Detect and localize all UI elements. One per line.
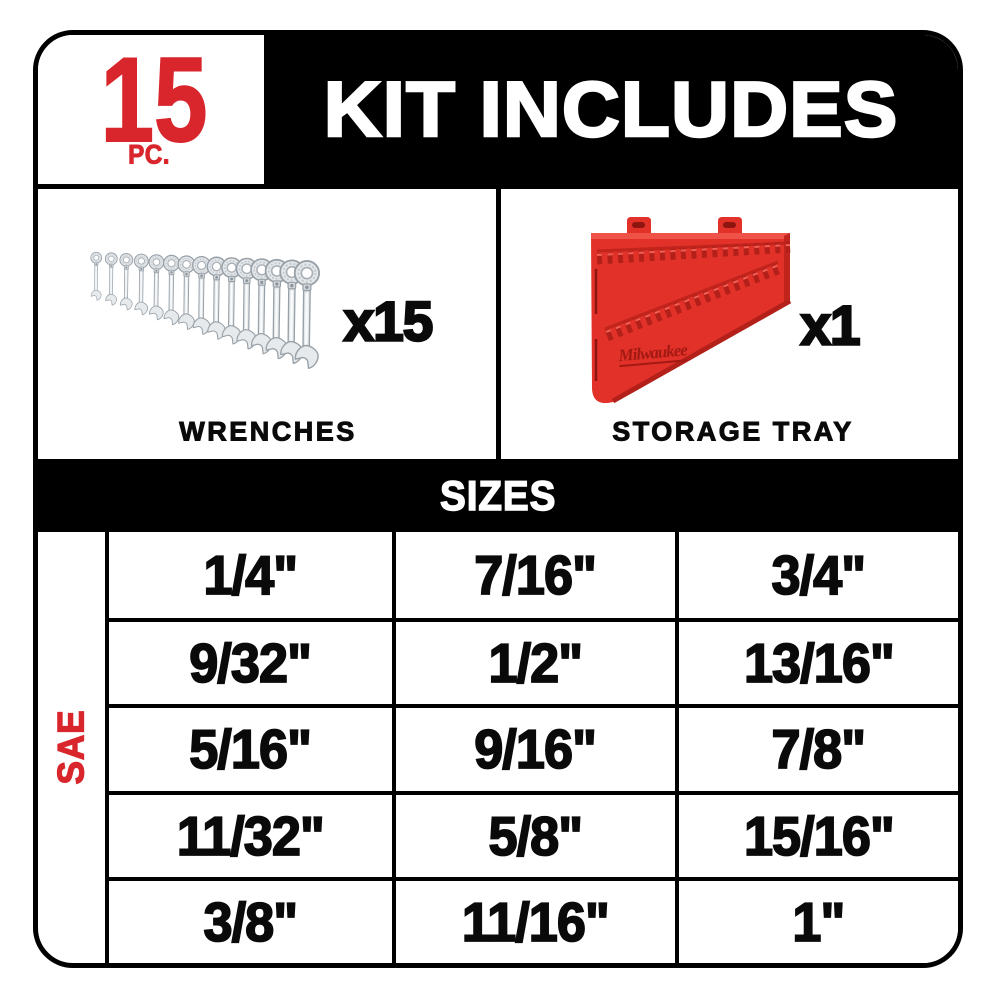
sae-row-header: SAE — [38, 532, 109, 963]
storage-tray-image: Milwaukee — [591, 217, 792, 404]
piece-count: 15 — [100, 33, 208, 167]
panel-wrenches: x15 WRENCHES — [38, 189, 496, 459]
size-cell: 7/16" — [392, 532, 675, 619]
piece-count-unit: PC. — [128, 139, 170, 170]
size-cell: 7/8" — [675, 704, 958, 791]
size-cell: 3/4" — [675, 532, 958, 619]
wrenches-qty: x15 — [342, 288, 434, 354]
size-cell: 1" — [675, 876, 958, 963]
sizes-table: SAE 1/4" 7/16" 3/4" 9/32" 1/2" 13/16" 5/… — [38, 532, 958, 963]
panel-storage-tray: Milwaukee x1 STORAGE TRAY — [501, 189, 958, 459]
header-divider — [38, 184, 958, 189]
size-cell: 13/16" — [675, 618, 958, 705]
size-cell: 9/16" — [392, 704, 675, 791]
size-cell: 15/16" — [675, 790, 958, 877]
panel-divider — [496, 189, 501, 459]
size-cell: 9/32" — [109, 618, 392, 705]
size-cell: 11/32" — [109, 790, 392, 877]
wrenches-label: WRENCHES — [179, 416, 357, 447]
size-cell: 1/4" — [109, 532, 392, 619]
size-cell: 1/2" — [392, 618, 675, 705]
sae-label: SAE — [50, 709, 92, 786]
size-cell: 5/8" — [392, 790, 675, 877]
storage-tray-label: STORAGE TRAY — [612, 416, 854, 447]
size-cell: 5/16" — [109, 704, 392, 791]
header-title: KIT INCLUDES — [322, 64, 899, 155]
size-cell: 11/16" — [392, 876, 675, 963]
sizes-title: SIZES — [439, 471, 557, 520]
sizes-header-bar: SIZES — [38, 459, 958, 532]
header-bar: KIT INCLUDES — [264, 35, 958, 184]
piece-count-badge: 15 PC. — [38, 35, 264, 184]
size-cell: 3/8" — [109, 876, 392, 963]
storage-tray-qty: x1 — [799, 292, 862, 358]
infographic-frame: 15 PC. KIT INCLUDES — [33, 30, 963, 968]
